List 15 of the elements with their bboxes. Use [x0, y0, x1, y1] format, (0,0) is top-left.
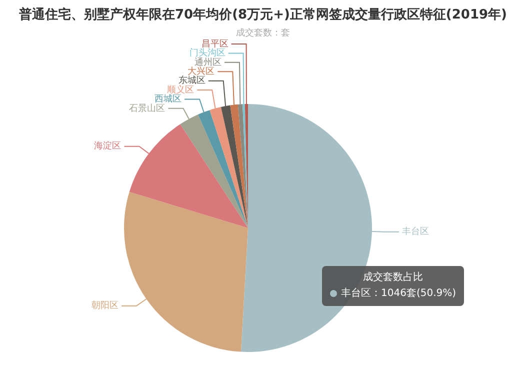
slice-label: 朝阳区 — [91, 300, 118, 312]
slice-label: 大兴区 — [188, 66, 215, 77]
slice-label: 石景山区 — [129, 102, 166, 114]
slice-label: 顺义区 — [167, 84, 194, 96]
slice-label: 通州区 — [194, 56, 222, 68]
slice-label: 门头沟区 — [189, 48, 226, 59]
chart-subtitle: 成交套数：套 — [236, 27, 290, 38]
slice-label: 西城区 — [154, 94, 182, 105]
slice-label: 东城区 — [178, 75, 206, 86]
slice-label: 丰台区 — [402, 226, 429, 238]
text: 丰台区：1046套(50.9%) — [341, 288, 456, 299]
slice-label: 昌平区 — [201, 38, 228, 50]
text: 成交套数占比 — [362, 270, 424, 285]
slice-label: 海淀区 — [94, 140, 122, 152]
chart-title: 普通住宅、别墅产权年限在70年均价(8万元+)正常网签成交量行政区特征(2019年) — [18, 6, 507, 22]
